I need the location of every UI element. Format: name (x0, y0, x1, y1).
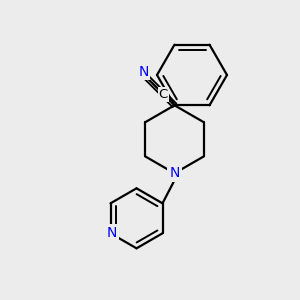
Text: N: N (139, 65, 149, 79)
Text: N: N (169, 166, 180, 180)
Text: N: N (106, 226, 117, 240)
Text: C: C (159, 88, 168, 101)
